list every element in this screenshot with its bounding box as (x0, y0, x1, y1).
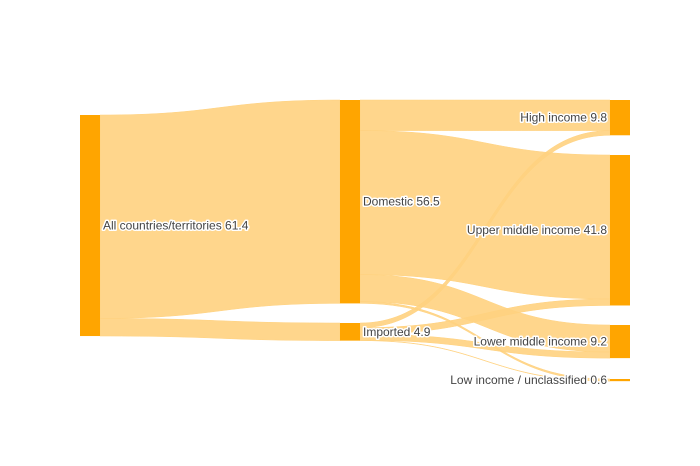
node-label-all: All countries/territories 61.4 (103, 219, 249, 233)
link-imported-to-upper[interactable] (359, 298, 611, 335)
link-all-to-domestic[interactable] (99, 99, 341, 319)
node-label-upper: Upper middle income 41.8 (467, 223, 607, 237)
node-low[interactable] (610, 379, 630, 382)
node-label-lower: Lower middle income 9.2 (474, 335, 608, 349)
link-all-to-imported[interactable] (99, 318, 341, 341)
node-label-domestic: Domestic 56.5 (363, 195, 440, 209)
node-imported[interactable] (340, 323, 360, 341)
link-domestic-to-upper[interactable] (359, 130, 611, 300)
node-upper[interactable] (610, 155, 630, 306)
node-all[interactable] (80, 115, 100, 337)
labels-layer: All countries/territories 61.4 Domestic 5… (102, 109, 609, 388)
nodes-layer (80, 100, 630, 382)
node-label-imported: Imported 4.9 (363, 325, 431, 339)
node-label-high: High income 9.8 (520, 111, 607, 125)
node-high[interactable] (610, 100, 630, 136)
links-layer (99, 99, 611, 382)
node-lower[interactable] (610, 325, 630, 359)
node-domestic[interactable] (340, 100, 360, 304)
node-label-low: Low income / unclassified 0.6 (450, 373, 607, 387)
